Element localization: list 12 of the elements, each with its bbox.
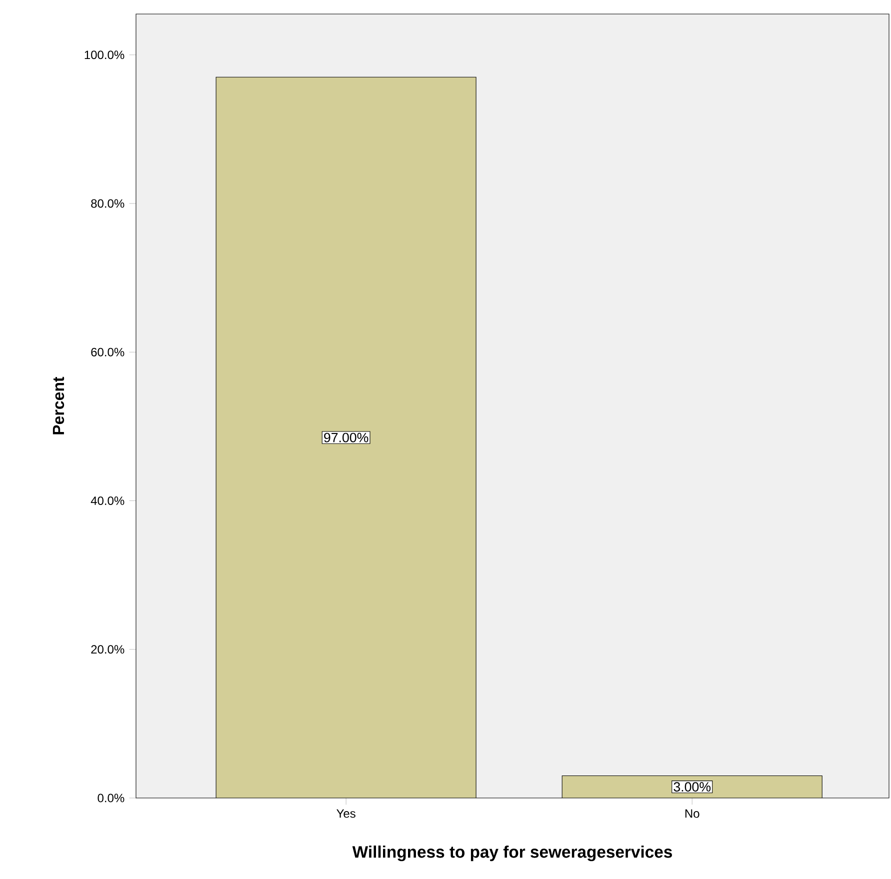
x-tick-label: Yes [336,809,356,818]
y-axis-title: Percent [52,376,64,434]
y-tick-label: 40.0% [90,496,124,506]
y-tick-label: 60.0% [91,348,124,356]
data-label: 3.00% [674,782,711,792]
data-label: 97.00% [324,432,368,442]
y-tick-label: 0.0% [98,794,124,802]
x-axis-title: Willingness to pay for sewerageservices [352,846,672,862]
x-tick-label: No [685,809,700,818]
y-tick-label: 80.0% [91,199,124,208]
y-tick-label: 100.0% [84,50,124,60]
y-tick-label: 20.0% [91,645,124,654]
